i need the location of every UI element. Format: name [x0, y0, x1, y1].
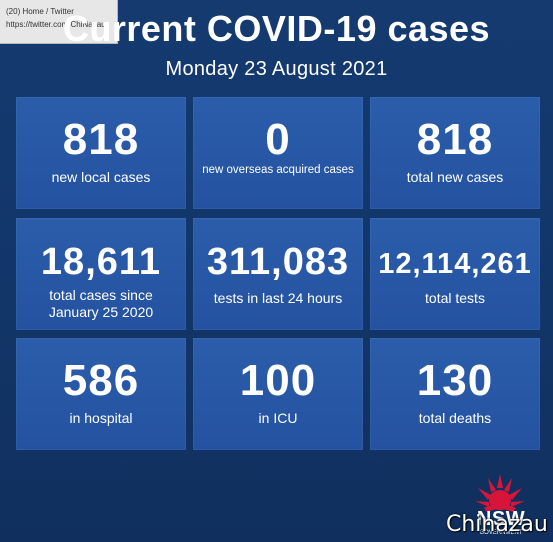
browser-tooltip: (20) Home / Twitter https://twitter.com/…: [0, 0, 118, 44]
stat-value: 130: [416, 356, 494, 405]
stat-value: 818: [62, 115, 140, 164]
tile-total-new-cases: 818 total new cases: [370, 97, 540, 209]
stat-label: in hospital: [69, 410, 133, 426]
stat-value: 586: [62, 356, 140, 405]
tooltip-url: https://twitter.com/ChiNazau: [6, 20, 106, 29]
tile-total-cases: 18,611 total cases since January 25 2020: [16, 218, 186, 330]
stat-label: in ICU: [258, 410, 298, 426]
stat-label: total cases since January 25 2020: [48, 287, 154, 320]
page-title: Current COVID-19 cases: [62, 8, 491, 49]
stat-value: 18,611: [40, 241, 162, 283]
tooltip-title: (20) Home / Twitter: [6, 7, 74, 16]
stat-label: total new cases: [406, 169, 504, 185]
tile-overseas-cases: 0 new overseas acquired cases: [193, 97, 363, 209]
stat-label: total tests: [425, 290, 485, 306]
stat-label: total deaths: [418, 410, 492, 426]
stat-label: new overseas acquired cases: [202, 164, 354, 176]
tile-total-deaths: 130 total deaths: [370, 338, 540, 450]
stat-value: 818: [416, 115, 494, 164]
nsw-logo-text: NSW: [476, 508, 526, 530]
page-date: Monday 23 August 2021: [165, 58, 388, 80]
tile-tests-24h: 311,083 tests in last 24 hours: [193, 218, 363, 330]
tile-in-icu: 100 in ICU: [193, 338, 363, 450]
stat-value: 100: [239, 356, 317, 405]
stat-value: 12,114,261: [378, 248, 532, 280]
stat-label: new local cases: [51, 169, 151, 185]
tile-new-local-cases: 818 new local cases: [16, 97, 186, 209]
stat-value: 0: [265, 115, 291, 164]
nsw-logo-subtext: GOVERNMENT: [479, 530, 523, 536]
tile-in-hospital: 586 in hospital: [16, 338, 186, 450]
waratah-icon: [475, 474, 525, 512]
stat-value: 311,083: [206, 241, 350, 283]
watermark-text: Chinazau: [446, 512, 548, 537]
stat-label: tests in last 24 hours: [213, 290, 343, 306]
tile-total-tests: 12,114,261 total tests: [370, 218, 540, 330]
stats-grid: 818 new local cases 0 new overseas acqui…: [16, 97, 540, 451]
